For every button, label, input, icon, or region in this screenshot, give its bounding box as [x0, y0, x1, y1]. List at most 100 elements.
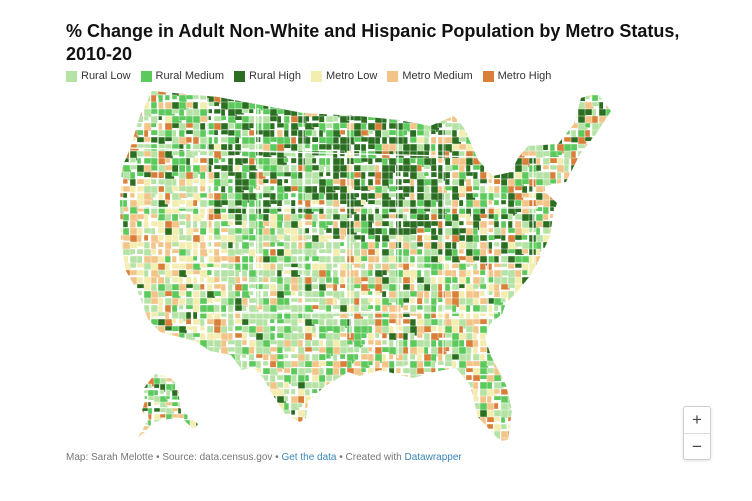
county[interactable]	[486, 122, 494, 131]
county[interactable]	[500, 325, 510, 332]
county[interactable]	[318, 353, 326, 361]
county[interactable]	[465, 374, 473, 381]
county[interactable]	[570, 213, 577, 219]
county[interactable]	[189, 407, 199, 415]
county[interactable]	[234, 388, 242, 396]
county[interactable]	[549, 395, 559, 405]
county[interactable]	[381, 374, 392, 381]
county[interactable]	[577, 262, 586, 273]
county[interactable]	[116, 290, 126, 301]
county[interactable]	[136, 413, 144, 420]
county[interactable]	[367, 129, 374, 135]
county[interactable]	[542, 255, 550, 267]
county[interactable]	[613, 214, 621, 219]
county[interactable]	[199, 325, 206, 332]
county[interactable]	[192, 241, 199, 250]
county[interactable]	[458, 374, 466, 382]
county[interactable]	[332, 269, 339, 278]
county[interactable]	[234, 374, 242, 384]
county[interactable]	[486, 402, 495, 411]
county[interactable]	[318, 290, 325, 298]
county[interactable]	[262, 129, 271, 139]
county[interactable]	[318, 227, 325, 236]
county[interactable]	[129, 353, 137, 362]
county[interactable]	[458, 409, 469, 415]
county[interactable]	[556, 416, 562, 424]
county[interactable]	[311, 122, 320, 128]
county[interactable]	[249, 445, 256, 450]
county[interactable]	[262, 360, 269, 366]
county[interactable]	[423, 101, 433, 110]
county[interactable]	[283, 388, 290, 395]
county[interactable]	[248, 290, 254, 296]
county[interactable]	[227, 402, 236, 410]
county[interactable]	[577, 234, 587, 240]
county[interactable]	[339, 353, 346, 360]
county[interactable]	[605, 367, 612, 374]
county[interactable]	[528, 332, 538, 340]
county[interactable]	[262, 409, 270, 416]
county[interactable]	[416, 241, 424, 248]
county[interactable]	[437, 423, 443, 430]
county[interactable]	[598, 88, 607, 97]
county[interactable]	[248, 388, 256, 394]
county[interactable]	[444, 318, 452, 327]
county[interactable]	[444, 115, 452, 122]
county[interactable]	[542, 213, 549, 221]
county[interactable]	[262, 164, 271, 172]
county[interactable]	[234, 360, 242, 368]
county[interactable]	[374, 101, 383, 113]
county[interactable]	[354, 445, 361, 450]
county[interactable]	[136, 389, 142, 395]
county[interactable]	[241, 94, 251, 103]
county[interactable]	[164, 88, 175, 93]
county[interactable]	[150, 339, 160, 348]
county[interactable]	[591, 395, 599, 401]
county[interactable]	[116, 94, 124, 105]
county[interactable]	[360, 101, 371, 111]
county[interactable]	[129, 381, 139, 392]
county[interactable]	[444, 290, 452, 298]
county[interactable]	[227, 227, 236, 236]
county[interactable]	[374, 234, 381, 243]
county[interactable]	[514, 262, 523, 269]
county[interactable]	[563, 332, 572, 343]
county[interactable]	[570, 311, 576, 321]
county[interactable]	[360, 374, 368, 380]
county[interactable]	[213, 108, 221, 114]
county[interactable]	[332, 332, 341, 341]
county[interactable]	[493, 290, 501, 298]
county[interactable]	[353, 388, 364, 399]
county[interactable]	[192, 276, 198, 285]
county[interactable]	[598, 290, 608, 296]
county[interactable]	[556, 353, 565, 364]
county[interactable]	[122, 255, 129, 265]
county[interactable]	[556, 206, 564, 217]
county[interactable]	[445, 445, 451, 451]
county[interactable]	[417, 445, 425, 450]
county[interactable]	[465, 129, 472, 136]
county[interactable]	[605, 304, 611, 312]
county[interactable]	[577, 199, 588, 206]
county[interactable]	[367, 94, 378, 104]
county[interactable]	[116, 227, 123, 233]
county[interactable]	[472, 283, 480, 290]
county[interactable]	[493, 346, 499, 355]
county[interactable]	[563, 430, 571, 438]
county[interactable]	[353, 220, 362, 228]
county[interactable]	[598, 206, 606, 215]
county[interactable]	[613, 249, 623, 254]
county[interactable]	[605, 227, 612, 234]
county[interactable]	[409, 297, 415, 304]
county[interactable]	[178, 438, 187, 443]
county[interactable]	[514, 297, 521, 304]
county[interactable]	[493, 430, 501, 439]
county[interactable]	[269, 255, 279, 264]
county[interactable]	[430, 339, 437, 348]
county[interactable]	[402, 416, 411, 423]
county[interactable]	[591, 332, 598, 340]
county[interactable]	[549, 241, 556, 253]
county[interactable]	[227, 374, 238, 384]
county[interactable]	[290, 367, 298, 375]
county[interactable]	[598, 262, 604, 271]
